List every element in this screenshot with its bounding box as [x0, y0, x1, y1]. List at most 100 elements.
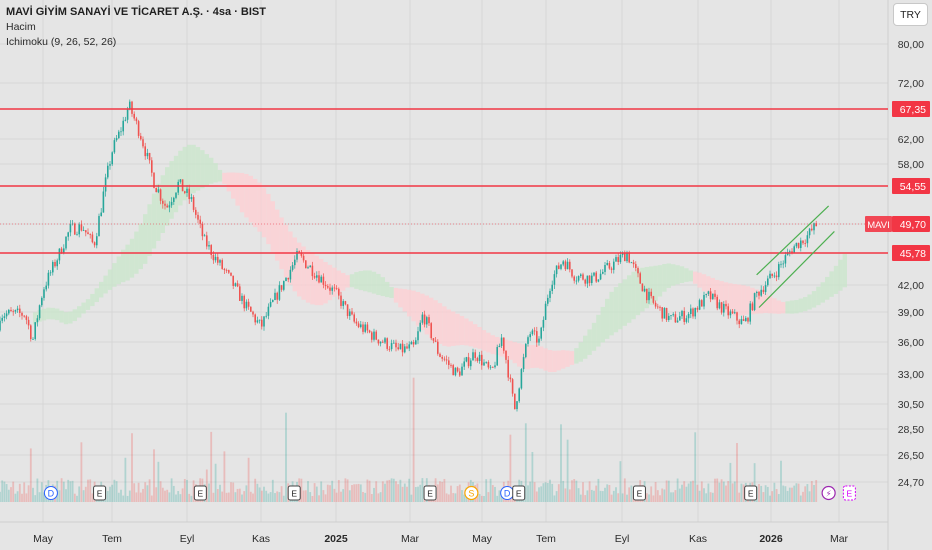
volume-bar	[311, 495, 314, 502]
volume-bar	[84, 486, 87, 502]
candle-body	[740, 319, 743, 325]
candle-body	[377, 339, 380, 344]
volume-bar	[700, 481, 703, 502]
volume-bar	[692, 480, 694, 502]
volume-bar	[463, 494, 466, 502]
volume-bar	[69, 481, 72, 502]
cloud-segment	[327, 264, 333, 301]
volume-bar	[485, 479, 488, 502]
price-tick-label: 42,00	[898, 280, 924, 292]
candle-body	[322, 276, 325, 285]
cloud-segment	[266, 193, 271, 245]
candle-body	[406, 346, 408, 349]
earnings-marker-label: E	[427, 489, 433, 499]
candle-body	[599, 273, 602, 280]
candle-body	[573, 276, 575, 281]
volume-bar	[43, 492, 45, 502]
volume-bar	[170, 478, 173, 502]
volume-bar	[21, 493, 23, 502]
candle-body	[38, 305, 41, 319]
volume-bar	[0, 491, 1, 502]
candle-body	[606, 262, 608, 266]
volume-bar	[208, 483, 210, 502]
ichimoku-indicator-label[interactable]: Ichimoku (9, 26, 52, 26)	[6, 36, 117, 48]
candle-body	[362, 324, 364, 332]
candle-body	[197, 214, 199, 220]
level-price-tag	[892, 178, 930, 194]
cloud-segment	[838, 259, 843, 291]
candle-body	[465, 357, 468, 362]
flash-marker	[821, 485, 836, 501]
volume-bar	[793, 485, 796, 502]
price-tick-label: 80,00	[898, 39, 924, 51]
volume-bar	[742, 484, 745, 502]
cloud-segment	[288, 231, 293, 285]
candle-body	[173, 197, 175, 202]
volume-bar	[630, 485, 633, 502]
cloud-segment	[781, 302, 786, 314]
time-tick-label: May	[472, 533, 493, 545]
last-price-label: 49,70	[900, 219, 926, 231]
volume-bar	[148, 479, 151, 502]
candle-body	[811, 228, 813, 231]
volume-bar	[496, 495, 499, 502]
candle-body	[696, 307, 699, 310]
candle-body	[27, 319, 30, 326]
volume-bar	[652, 495, 655, 502]
candle-body	[793, 246, 795, 253]
volume-bar	[696, 484, 699, 502]
volume-bar	[454, 493, 457, 502]
symbol-title[interactable]: MAVİ GİYİM SANAYİ VE TİCARET A.Ş. · 4sa …	[6, 6, 266, 18]
candle-body	[461, 366, 463, 376]
cloud-segment	[169, 161, 174, 219]
cloud-segment	[525, 344, 531, 370]
candle-body	[63, 248, 65, 254]
candle-body	[498, 345, 501, 348]
volume-bar	[786, 490, 789, 502]
candle-body	[404, 346, 406, 353]
volume-bar	[698, 490, 701, 502]
candle-body	[672, 314, 674, 316]
volume-bar	[362, 491, 364, 502]
volume-indicator-label[interactable]: Hacim	[6, 21, 36, 33]
cloud-segment	[33, 312, 38, 325]
volume-bar	[335, 492, 338, 502]
volume-bar	[137, 482, 140, 502]
volume-bar	[353, 484, 356, 502]
volume-bar	[709, 492, 712, 502]
price-tick-label: 26,50	[898, 450, 924, 462]
cloud-segment	[305, 250, 311, 303]
candle-body	[734, 312, 736, 314]
candle-body	[384, 338, 386, 343]
candle-body	[214, 256, 217, 261]
candle-body	[516, 401, 518, 410]
candle-body	[399, 343, 402, 350]
candle-body	[294, 259, 296, 266]
volume-bar	[494, 486, 496, 502]
volume-bar	[645, 493, 648, 502]
currency-button[interactable]: TRY	[893, 3, 928, 26]
cloud-segment	[715, 279, 720, 306]
candle-body	[311, 265, 314, 277]
price-tick-label: 33,00	[898, 369, 924, 381]
cloud-segment	[759, 291, 764, 314]
cloud-segment	[455, 313, 460, 346]
candle-body	[452, 365, 454, 376]
candle-body	[439, 353, 441, 357]
candle-body	[30, 325, 32, 340]
candle-body	[254, 314, 256, 323]
price-tick-label: 72,00	[898, 78, 924, 90]
volume-bar	[661, 488, 664, 502]
candle-body	[300, 252, 303, 256]
candle-body	[228, 270, 230, 273]
candle-body	[604, 265, 606, 272]
cloud-segment	[561, 350, 566, 369]
candle-body	[485, 362, 487, 363]
cloud-segment	[112, 263, 117, 287]
volume-bar	[667, 480, 670, 502]
volume-bar	[729, 462, 732, 502]
volume-bar	[128, 490, 131, 502]
candle-body	[652, 296, 655, 303]
candle-body	[582, 274, 584, 280]
